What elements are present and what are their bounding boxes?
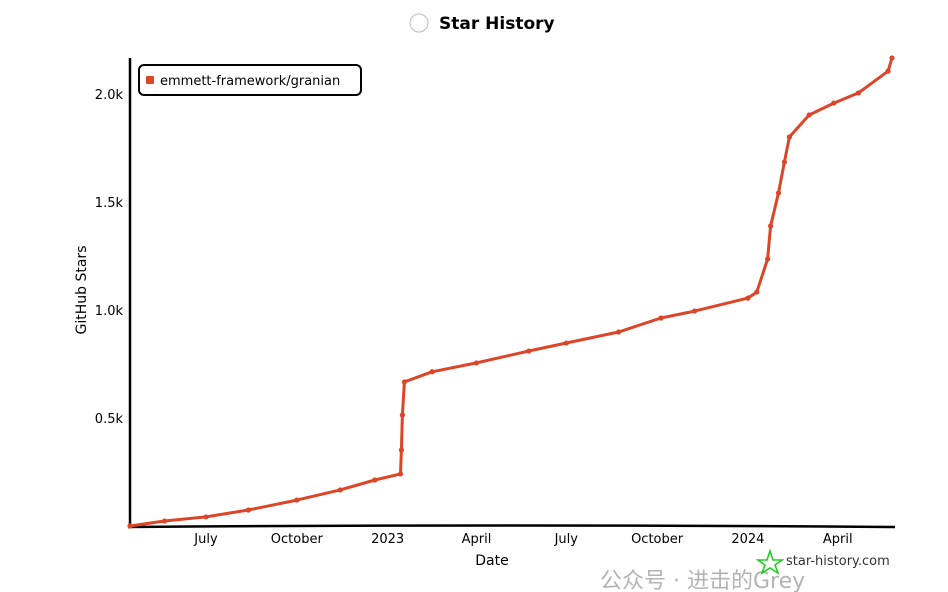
star-icon	[755, 548, 785, 575]
chart-title: Star History	[439, 14, 555, 34]
data-point	[294, 497, 300, 503]
data-point	[885, 68, 891, 74]
data-point	[745, 295, 751, 301]
data-point	[429, 369, 435, 375]
x-axis-line	[127, 524, 896, 529]
axes	[127, 57, 896, 529]
legend-box	[138, 64, 362, 96]
x-axis-label: Date	[475, 553, 508, 569]
data-point	[692, 308, 698, 314]
credit: star-history.com	[755, 548, 890, 575]
x-tick-label: 2024	[731, 532, 764, 547]
data-point	[399, 412, 406, 418]
x-tick-label: October	[631, 532, 684, 547]
data-point	[372, 477, 378, 483]
data-point	[806, 112, 812, 118]
y-axis-line	[128, 57, 132, 528]
data-point	[203, 514, 209, 520]
y-tick-labels: 0.5k 1.0k 1.5k 2.0k	[95, 88, 124, 427]
series-group	[127, 55, 895, 529]
data-point	[563, 340, 569, 346]
x-tick-label: April	[823, 532, 853, 547]
credit-text: star-history.com	[786, 554, 890, 569]
data-point	[401, 379, 408, 385]
data-point	[397, 471, 404, 477]
data-point	[889, 55, 895, 61]
data-point	[127, 523, 133, 529]
x-tick-label: July	[554, 532, 579, 547]
data-point	[781, 159, 788, 165]
y-tick-label: 1.5k	[95, 196, 124, 211]
legend-label: emmett-framework/granian	[160, 74, 340, 89]
star-history-logo-icon	[409, 13, 429, 33]
x-tick-label: April	[462, 532, 492, 547]
y-tick-label: 2.0k	[95, 88, 124, 103]
y-tick-label: 1.0k	[95, 304, 124, 319]
data-point	[526, 348, 532, 354]
y-axis-label: GitHub Stars	[74, 246, 90, 335]
x-tick-label: July	[193, 532, 218, 547]
x-tick-label: October	[271, 532, 324, 547]
data-point	[775, 190, 782, 196]
legend: emmett-framework/granian	[138, 64, 362, 96]
data-point	[754, 289, 760, 295]
x-tick-labels: July October 2023 April July October 2024 April	[193, 532, 852, 547]
data-point	[337, 487, 343, 493]
data-point	[765, 256, 771, 262]
data-point	[768, 223, 774, 229]
watermark: 公众号 · 进击的Grey	[600, 569, 805, 592]
data-point	[831, 100, 837, 106]
x-tick-label: 2023	[371, 532, 404, 547]
series-line	[128, 56, 894, 528]
data-point	[658, 315, 664, 321]
data-point	[398, 447, 405, 453]
data-point	[161, 518, 168, 524]
legend-swatch	[146, 76, 154, 84]
data-point	[855, 90, 862, 96]
data-point	[473, 360, 480, 366]
data-point	[786, 134, 792, 140]
y-tick-label: 0.5k	[95, 412, 124, 427]
data-point	[245, 507, 252, 513]
title-group: Star History	[409, 13, 555, 34]
data-point	[615, 329, 622, 335]
